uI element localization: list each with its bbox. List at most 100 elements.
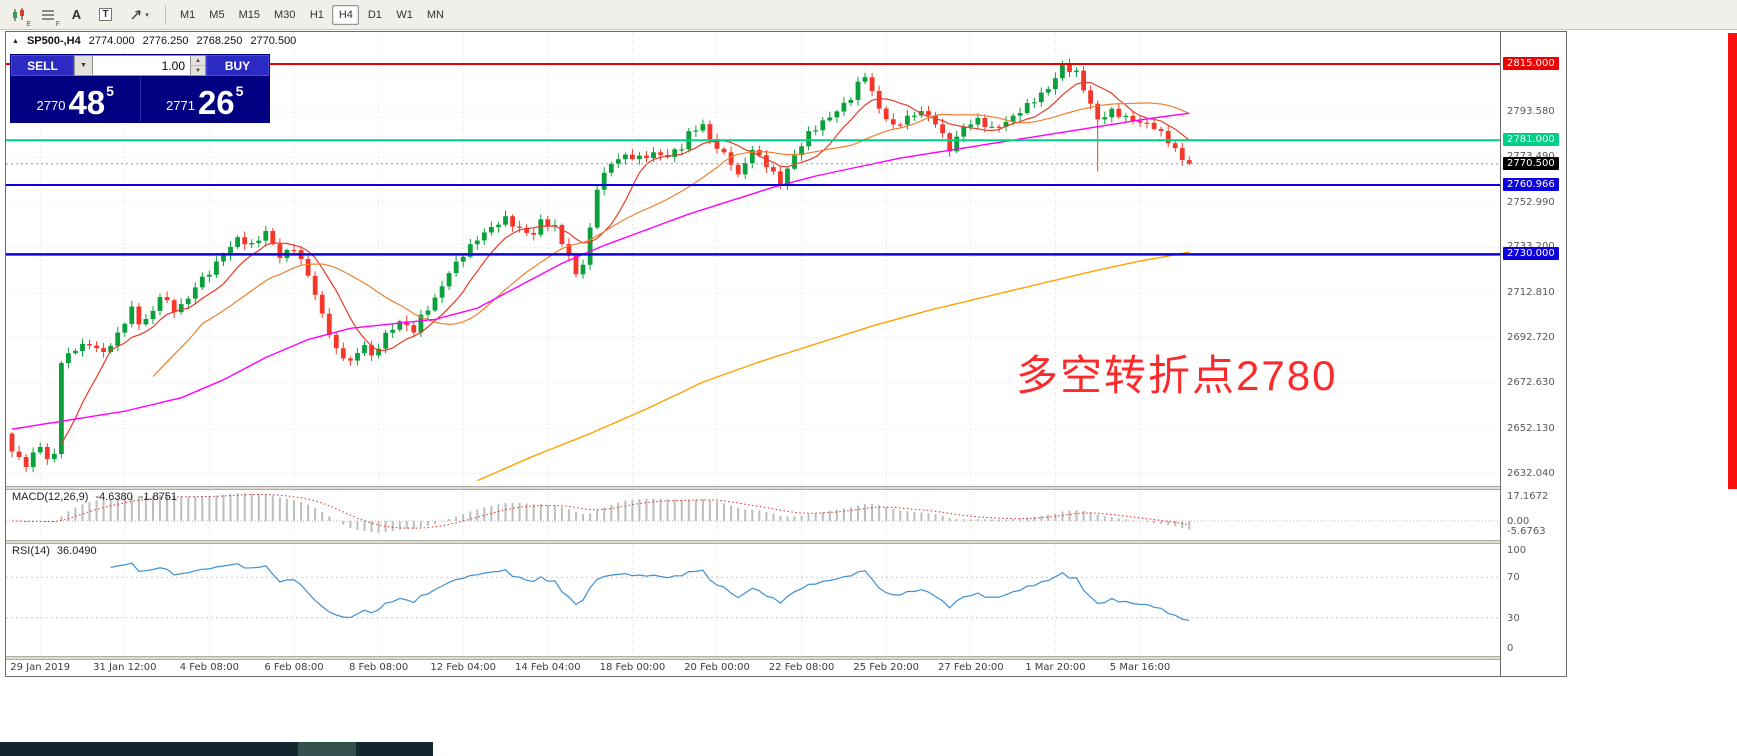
chart-annotation: 多空转折点2780 <box>1016 352 1338 399</box>
letter-t-icon: T <box>99 8 112 21</box>
volume-dropdown[interactable]: ▼ <box>74 55 93 76</box>
price-badge: 2760.966 <box>1503 178 1559 192</box>
macd-name: MACD(12,26,9) <box>12 491 89 503</box>
one-click-trading-panel: SELL ▼ 1.00 ▲ ▼ BUY 2770 48 5 2771 26 <box>10 54 270 123</box>
axis-price-label: 2692.720 <box>1507 331 1555 343</box>
axis-price-label: 100 <box>1507 545 1527 556</box>
sell-price-big: 48 <box>68 83 106 121</box>
sell-price-sup: 5 <box>106 83 114 99</box>
buy-price-sup: 5 <box>235 83 244 99</box>
spinner-down-icon[interactable]: ▼ <box>191 66 205 75</box>
panel-separator[interactable] <box>6 486 1500 490</box>
timeframe-w1[interactable]: W1 <box>396 8 413 21</box>
letter-a-icon: A <box>71 7 82 22</box>
time-axis-label: 27 Feb 20:00 <box>937 662 1004 673</box>
label-tool-button[interactable]: A <box>63 3 90 27</box>
buy-button[interactable]: BUY <box>206 55 269 76</box>
indicator-list-button[interactable]: F <box>34 3 61 28</box>
price-badge: 2730.000 <box>1503 247 1559 261</box>
rsi-value: 36.0490 <box>56 545 97 557</box>
time-axis-label: 12 Feb 04:00 <box>430 662 496 673</box>
buy-price-big: 26 <box>197 83 235 121</box>
price-badge: 2781.000 <box>1503 133 1559 147</box>
toolbar: E F A T ▾ M1 M5 M15 M30 H1 H4 D1 W1 MN <box>0 0 1737 30</box>
time-axis-label: 31 Jan 12:00 <box>93 662 157 673</box>
symbol-marker-icon: ▲ <box>12 37 19 45</box>
rsi-chart-canvas[interactable] <box>6 544 1500 656</box>
time-axis-label: 25 Feb 20:00 <box>853 662 919 673</box>
volume-spinner[interactable]: ▲ ▼ <box>191 55 206 76</box>
timeframe-m5[interactable]: M5 <box>209 8 225 21</box>
chart-styles-button[interactable]: E <box>5 3 32 28</box>
time-axis-label: 8 Feb 08:00 <box>348 662 409 673</box>
axis-price-label: 0 <box>1507 643 1514 654</box>
axis-price-label: -5.6763 <box>1507 525 1546 537</box>
taskbar-fragment <box>0 742 433 756</box>
cursor-tool-button[interactable]: ▾ <box>121 3 157 27</box>
time-axis-label: 22 Feb 08:00 <box>768 662 835 673</box>
time-axis-label: 6 Feb 08:00 <box>264 662 324 673</box>
axis-price-label: 70 <box>1507 572 1520 584</box>
time-axis-label: 4 Feb 08:00 <box>179 662 240 673</box>
macd-label: MACD(12,26,9) -4.6380 -1.8751 <box>12 491 177 503</box>
axis-price-label: 2632.040 <box>1507 467 1555 479</box>
price-badge: 2770.500 <box>1503 156 1559 170</box>
time-axis[interactable]: 29 Jan 2019 31 Jan 12:00 4 Feb 08:00 6 Feb … <box>6 660 1500 676</box>
macd-value: -4.6380 <box>95 491 133 503</box>
macd-signal-value: -1.8751 <box>139 491 178 503</box>
time-axis-label: 18 Feb 00:00 <box>599 662 666 673</box>
right-edge-red-strip <box>1728 33 1737 489</box>
time-axis-label: 1 Mar 20:00 <box>1025 662 1086 673</box>
panel-separator[interactable] <box>6 540 1500 544</box>
text-tool-button[interactable]: T <box>92 3 119 27</box>
timeframe-m15[interactable]: M15 <box>238 8 260 21</box>
ohlc-low: 2768.250 <box>196 35 243 47</box>
timeframe-d1[interactable]: D1 <box>367 8 382 21</box>
price-chart-canvas[interactable] <box>6 32 1500 486</box>
axis-price-label: 2733.200 <box>1507 241 1555 252</box>
timeframe-h4[interactable]: H4 <box>332 4 360 25</box>
ohlc-close: 2770.500 <box>250 35 297 47</box>
candlestick-icon <box>12 7 24 21</box>
rsi-name: RSI(14) <box>12 545 50 557</box>
axis-price-label: 2652.130 <box>1507 422 1555 434</box>
timeframe-mn[interactable]: MN <box>426 8 444 21</box>
axis-price-label: 2773.490 <box>1507 151 1555 162</box>
symbol-label: SP500-,H4 <box>26 35 81 47</box>
timeframe-m30[interactable]: M30 <box>273 8 296 21</box>
time-axis-label: 20 Feb 00:00 <box>684 662 750 673</box>
axis-price-label: 17.1672 <box>1507 491 1549 502</box>
axis-price-label: 2793.580 <box>1507 105 1555 117</box>
axis-price-label: 30 <box>1507 612 1520 624</box>
ohlc-open: 2774.000 <box>88 35 135 47</box>
axis-price-label: 2672.630 <box>1507 376 1555 388</box>
spinner-up-icon[interactable]: ▲ <box>191 56 205 66</box>
sell-button[interactable]: SELL <box>11 55 74 76</box>
axis-price-label: 0.00 <box>1507 516 1530 527</box>
volume-input[interactable]: 1.00 <box>93 55 191 76</box>
chart-styles-badge: E <box>26 20 31 28</box>
ohlc-high: 2776.250 <box>142 35 189 47</box>
panel-separator[interactable] <box>6 656 1500 660</box>
macd-chart-canvas[interactable] <box>6 490 1500 540</box>
chevron-down-icon: ▼ <box>80 62 87 69</box>
axis-price-label: 2752.990 <box>1507 196 1555 208</box>
sell-price[interactable]: 2770 48 5 <box>11 77 140 122</box>
timeframe-group: M1 M5 M15 M30 H1 H4 D1 W1 MN <box>173 4 451 25</box>
cursor-arrow-icon <box>131 9 141 19</box>
sell-price-main: 2770 <box>36 98 66 113</box>
buy-price-main: 2771 <box>166 98 195 113</box>
price-axis[interactable]: 2793.580 2773.490 2752.990 2733.200 2712.810… <box>1500 32 1566 676</box>
buy-price[interactable]: 2771 26 5 <box>139 77 270 122</box>
indicator-list-badge: F <box>55 20 60 28</box>
rsi-label: RSI(14) 36.0490 <box>12 545 97 557</box>
chart-title: ▲ SP500-,H4 2774.000 2776.250 2768.250 2… <box>12 35 296 47</box>
time-axis-label: 5 Mar 16:00 <box>1109 662 1171 673</box>
timeframe-h1[interactable]: H1 <box>309 8 324 21</box>
axis-price-label: 2712.810 <box>1507 286 1555 298</box>
chevron-down-icon: ▾ <box>145 11 149 19</box>
toolbar-separator <box>165 4 166 25</box>
time-axis-label: 29 Jan 2019 <box>10 662 71 673</box>
timeframe-m1[interactable]: M1 <box>180 8 196 21</box>
